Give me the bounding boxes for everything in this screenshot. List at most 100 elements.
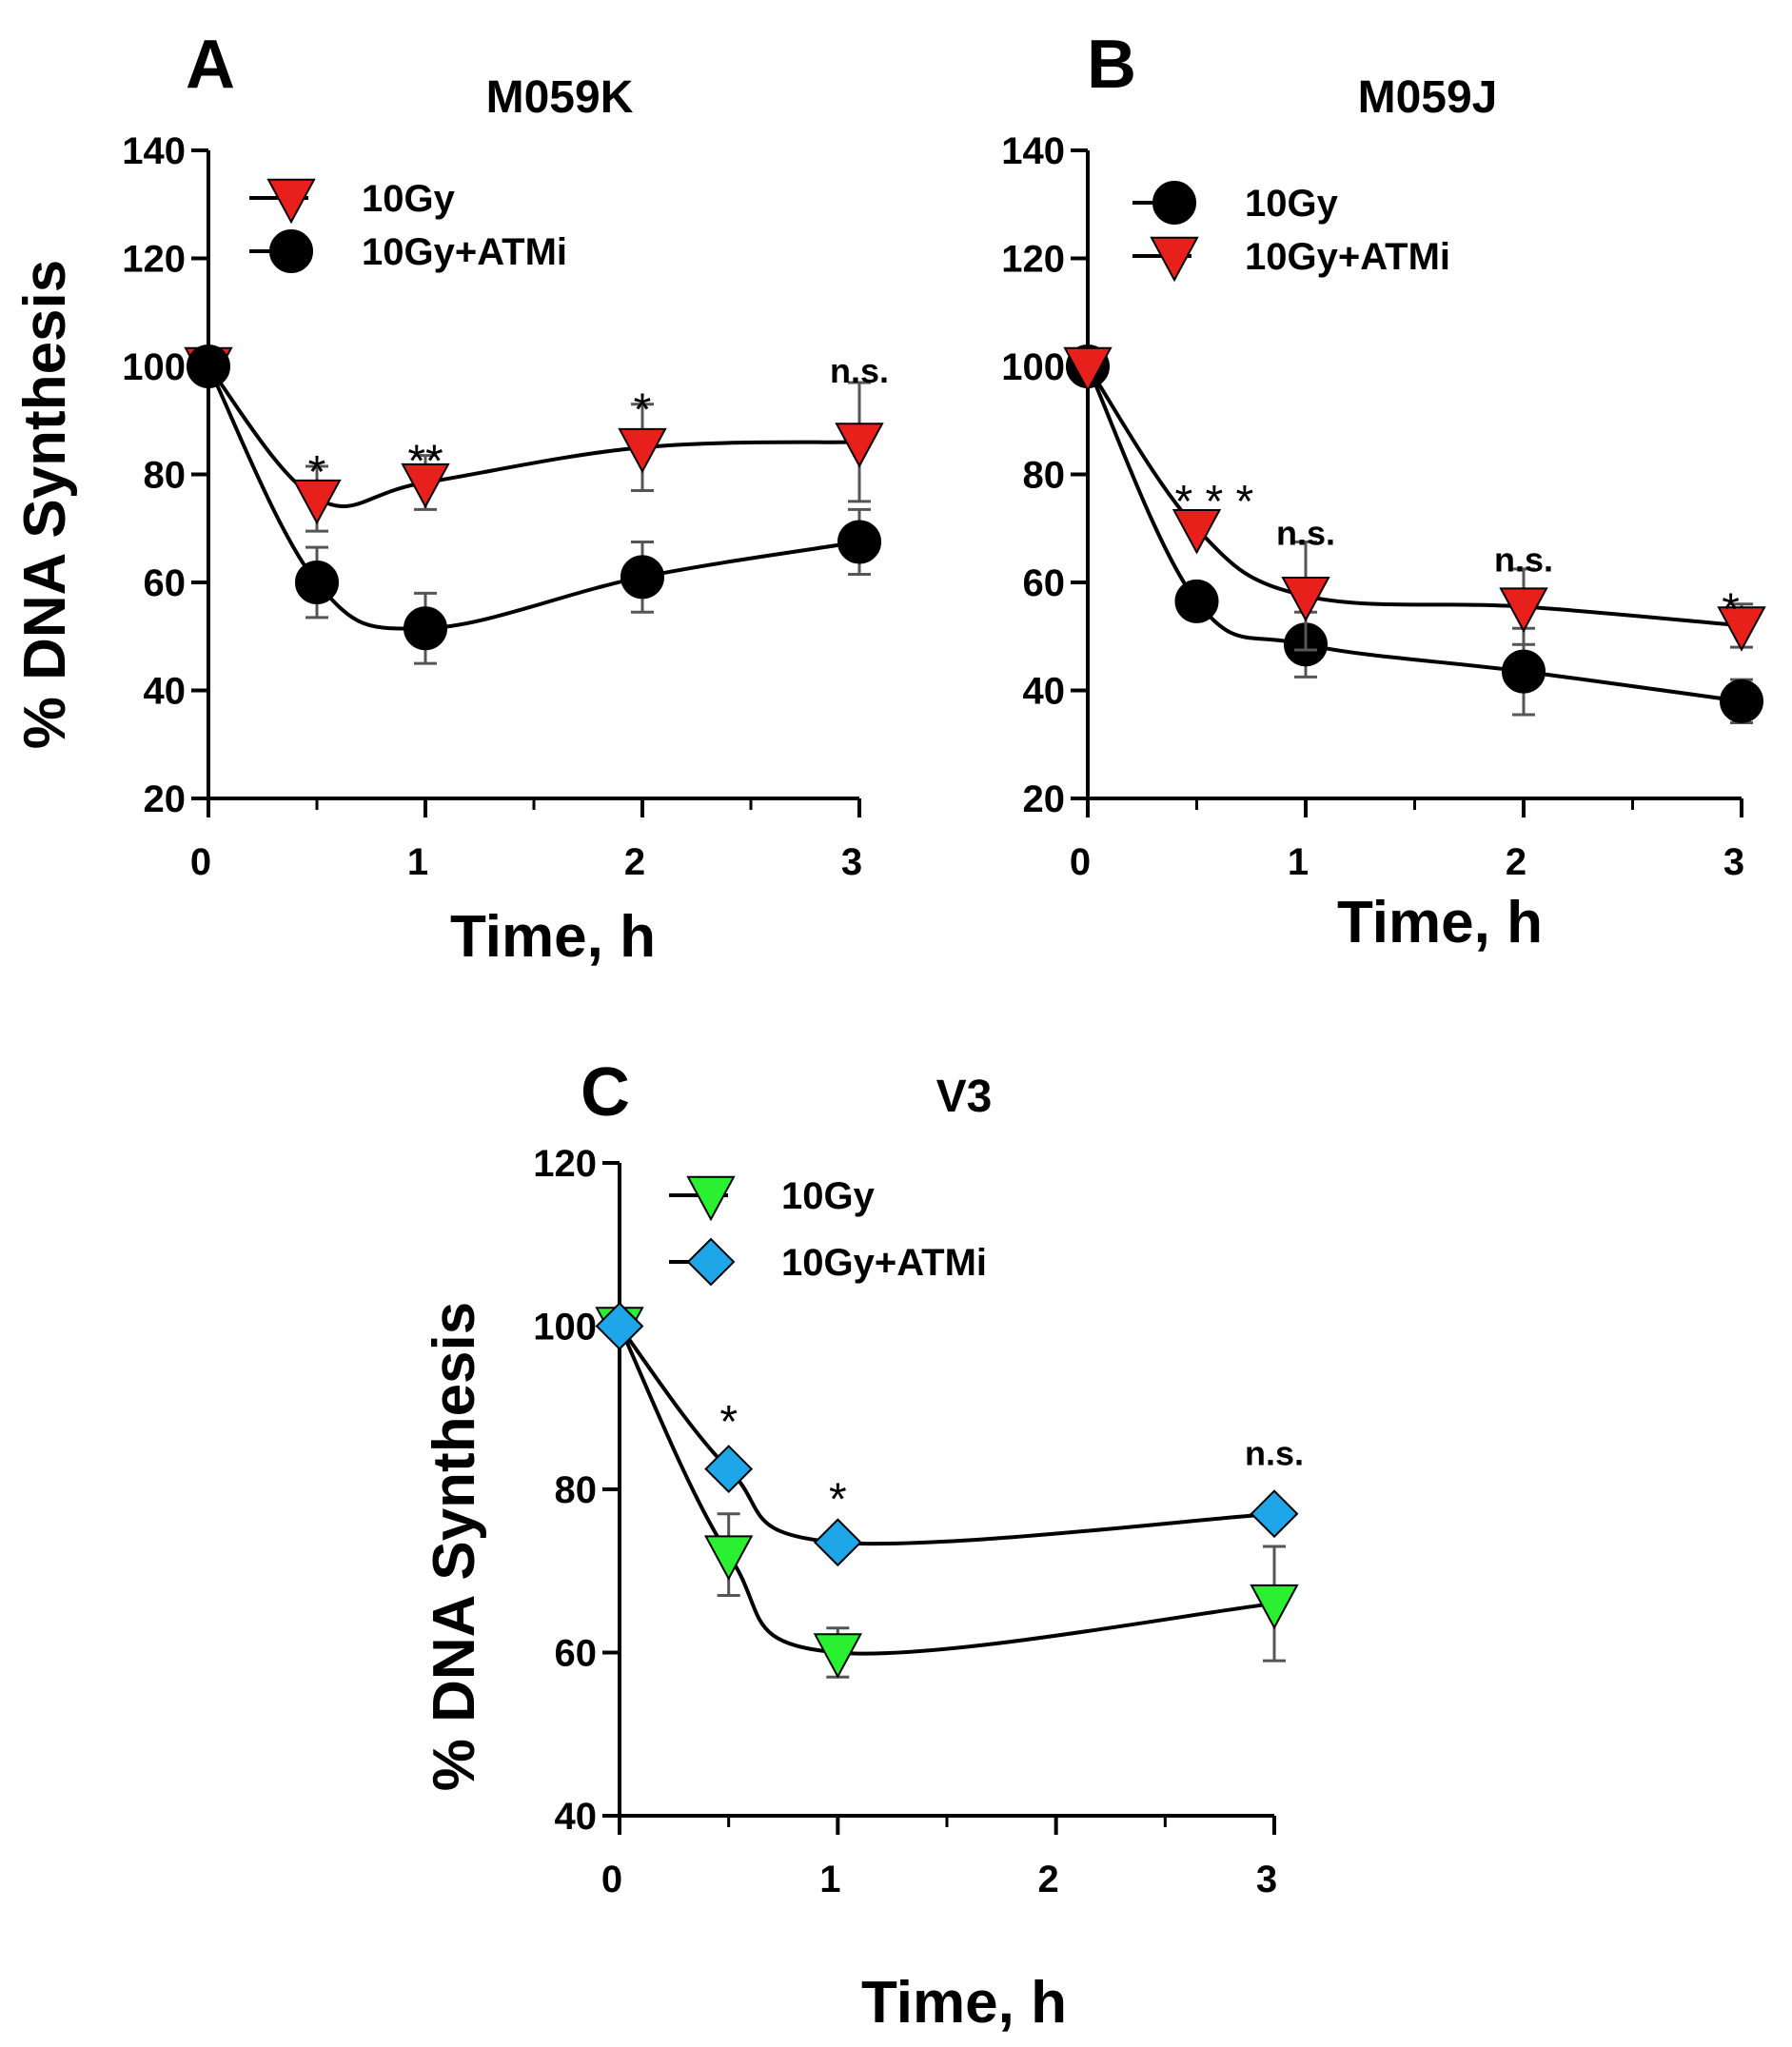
data-point [813,1518,862,1567]
data-point [187,344,230,388]
legend-label: 10Gy+ATMi [1245,236,1450,278]
significance-label: n.s. [1276,513,1335,552]
panel-b: B M059J 20 40 60 80 100 120 140 0 1 2 3 Time, h 10Gy 10… [1001,27,1766,955]
data-point [813,1633,863,1679]
data-point [404,606,447,651]
series-line [618,1325,1275,1546]
y-tick-label: 120 [1001,239,1065,281]
y-axis-title: % DNA Synthesis [12,260,78,750]
legend-label: 10Gy [781,1175,876,1217]
x-axis-title: Time, h [1337,890,1543,955]
panel-title: M059J [1358,72,1498,123]
data-point [1717,606,1766,652]
legend-marker [1150,236,1199,283]
panel-title: M059K [486,72,634,123]
data-point [837,520,881,564]
significance-label: * * * [1174,477,1253,527]
y-tick-label: 60 [1023,562,1066,604]
y-axis-title: % DNA Synthesis [422,1302,487,1792]
data-point [703,1535,754,1581]
significance-label: n.s. [830,351,889,390]
series-10gy [595,1307,1299,1679]
x-axis-title: Time, h [450,904,656,970]
legend-marker [1152,181,1196,225]
significance-label: n.s. [1245,1433,1304,1472]
x-tick-label: 0 [190,841,211,883]
panel-title: V3 [936,1072,993,1122]
y-tick-label: 20 [1023,778,1066,820]
x-tick-label: 3 [1723,841,1744,883]
panel-letter: C [581,1054,630,1131]
data-point [401,463,450,509]
significance-label: * [1722,585,1740,636]
significance-label: n.s. [1494,541,1553,580]
data-point [1250,1584,1299,1630]
y-tick-label: 20 [144,778,187,820]
y-tick-label: 120 [533,1143,597,1185]
series-line [1086,364,1743,628]
y-tick-label: 60 [555,1633,598,1675]
data-point [1720,679,1763,723]
x-axis-title: Time, h [861,1970,1067,2036]
series-10gy-atmi [187,344,881,665]
legend-label: 10Gy [1245,183,1339,225]
x-tick-label: 0 [1070,841,1091,883]
y-tick-label: 80 [144,455,187,497]
panel-c: C V3 40 60 80 100 120 0 1 2 3 Time, h % DNA Synthesi… [422,1054,1304,2036]
series-10gy-atmi [595,1302,1299,1567]
x-tick-label: 1 [1288,841,1309,883]
x-tick-label: 1 [819,1859,840,1900]
x-tick-label: 1 [407,841,428,883]
legend-label: 10Gy+ATMi [781,1242,987,1284]
series-10gy-atmi [1063,346,1766,652]
significance-label: * [719,1397,738,1447]
y-tick-label: 140 [122,130,186,172]
panel-a: A M059K 20 40 60 80 100 120 140 0 1 2 3 Time, h % DNA … [12,27,889,970]
series-line [618,1325,1275,1656]
x-tick-label: 2 [1506,841,1526,883]
y-tick-label: 100 [533,1307,597,1348]
y-tick-label: 80 [1023,455,1066,497]
data-point [835,423,884,468]
data-point [1174,579,1219,623]
y-tick-label: 80 [555,1469,598,1511]
legend-marker [269,229,313,273]
data-point [1172,509,1222,555]
data-point [1063,346,1113,393]
legend-label: 10Gy+ATMi [362,231,567,273]
y-tick-label: 120 [122,239,186,281]
y-tick-label: 60 [144,562,187,604]
significance-label: ** [407,437,443,487]
panel-letter: A [186,27,235,103]
y-tick-label: 40 [555,1796,598,1838]
panel-letter: B [1087,27,1136,103]
x-tick-label: 0 [601,1859,622,1900]
series-line [207,364,860,509]
y-tick-label: 40 [144,671,187,713]
data-point [1499,587,1548,633]
data-point [1281,576,1330,622]
x-tick-label: 3 [841,841,862,883]
data-point [1250,1489,1299,1539]
x-tick-label: 3 [1256,1859,1277,1900]
significance-label: * [634,385,652,436]
x-tick-label: 2 [624,841,645,883]
y-tick-label: 100 [122,346,186,388]
legend-marker [686,1175,736,1222]
data-point [595,1302,644,1350]
x-tick-label: 2 [1038,1859,1059,1900]
legend-marker [686,1237,736,1287]
y-tick-label: 140 [1001,130,1065,172]
y-tick-label: 100 [1001,346,1065,388]
data-point [620,555,664,600]
data-point [292,479,342,525]
series-10gy [1066,344,1763,725]
y-tick-label: 40 [1023,671,1066,713]
data-point [704,1445,754,1493]
significance-label: * [829,1474,847,1525]
data-point [295,561,339,604]
significance-label: * [308,447,326,498]
series-10gy [184,346,884,533]
legend-marker [266,178,316,225]
